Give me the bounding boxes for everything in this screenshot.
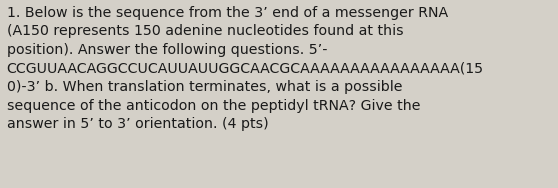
Text: 1. Below is the sequence from the 3’ end of a messenger RNA
(A150 represents 150: 1. Below is the sequence from the 3’ end… — [7, 6, 484, 131]
